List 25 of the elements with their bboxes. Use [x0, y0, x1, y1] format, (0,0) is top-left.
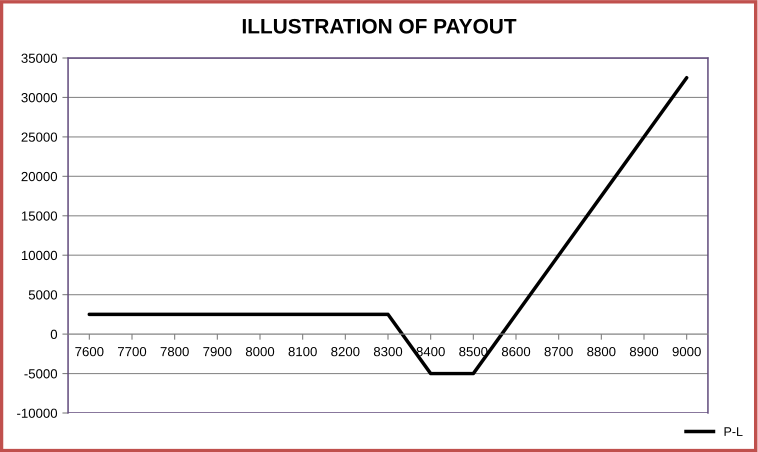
x-tick-label: 8100: [288, 346, 317, 356]
x-tick-label: 7600: [75, 346, 104, 356]
x-tick-label: 8700: [544, 346, 573, 356]
x-tick-label: 8200: [331, 346, 360, 356]
y-tick-label: 15000: [22, 211, 58, 221]
y-tick-label: 25000: [22, 132, 58, 142]
x-tick-label: 8000: [246, 346, 274, 356]
chart-title: ILLUSTRATION OF PAYOUT: [242, 18, 516, 34]
x-tick-label: 7700: [118, 346, 146, 356]
x-tick-label: 9000: [672, 346, 701, 356]
x-tick-label: 8800: [587, 346, 616, 356]
y-tick-label: -5000: [24, 369, 58, 378]
y-tick-label: 5000: [28, 290, 58, 300]
x-tick-label: 7900: [203, 346, 232, 356]
y-tick-label: 35000: [21, 54, 58, 63]
y-tick-label: 10000: [22, 250, 58, 260]
y-tick-label: 0: [50, 330, 58, 340]
y-tick-label: -10000: [17, 408, 58, 418]
x-tick-label: 8300: [374, 346, 402, 356]
x-tick-label: 8600: [502, 346, 530, 356]
legend-label: P-L: [724, 427, 743, 436]
x-tick-label: 7800: [160, 346, 189, 356]
x-tick-label: 8900: [630, 346, 658, 356]
y-tick-label: 20000: [22, 172, 58, 182]
y-tick-label: 30000: [21, 93, 58, 102]
